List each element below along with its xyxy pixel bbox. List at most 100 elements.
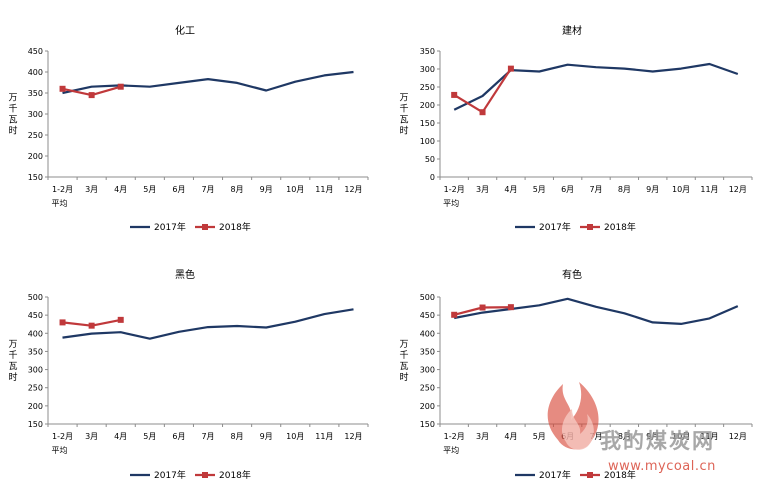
x-tick-label-sub: 平均 [52,445,68,455]
y-axis-label: 瓦 [399,361,408,372]
x-tick-label: 12月 [729,432,747,441]
x-tick-label: 1-2月 [444,432,465,441]
x-tick-label: 4月 [114,185,127,194]
x-tick-label: 7月 [201,432,214,441]
x-tick-label: 10月 [672,432,690,441]
y-tick-label: 200 [420,402,435,411]
legend-label-2017年: 2017年 [154,221,186,233]
x-tick-label: 10月 [286,185,304,194]
x-tick-label: 7月 [589,432,602,441]
x-tick-label: 11月 [700,185,718,194]
y-tick-label: 300 [28,366,43,375]
legend-label-2017年: 2017年 [539,221,571,233]
legend-label-2017年: 2017年 [539,469,571,481]
legend-label-2017年: 2017年 [154,469,186,481]
x-tick-label: 9月 [260,185,273,194]
x-tick-label: 12月 [344,432,362,441]
y-tick-label: 0 [430,173,435,182]
series-line-2017年 [453,62,739,111]
series-line-2017年 [453,297,739,325]
x-tick-label: 12月 [729,185,747,194]
x-tick-label: 5月 [143,185,156,194]
flame-logo-icon [547,382,599,450]
x-tick-label: 8月 [618,185,631,194]
y-axis-label: 千 [399,104,408,115]
legend: 2017年 2018年 [515,221,636,233]
x-tick-label: 4月 [504,432,517,441]
x-tick-label: 4月 [114,432,127,441]
chart-title: 建材 [562,24,582,37]
y-axis-label: 瓦 [399,115,408,126]
series-point-2018年 [507,65,514,72]
legend-label-2018年: 2018年 [219,221,251,233]
chart-title: 黑色 [175,268,195,281]
x-tick-label: 10月 [672,185,690,194]
x-tick-label: 8月 [618,432,631,441]
x-tick-label: 5月 [143,432,156,441]
y-tick-label: 50 [425,155,435,164]
x-tick-label: 5月 [533,185,546,194]
y-tick-label: 200 [420,101,435,110]
y-axis-label: 千 [399,350,408,361]
watermark-logo: 我的煤炭网 www.mycoal.cn [547,382,715,474]
y-tick-label: 500 [420,293,435,302]
y-tick-label: 150 [28,420,43,429]
series-point-2018年 [88,322,95,329]
x-tick-label: 3月 [476,432,489,441]
y-tick-label: 250 [28,131,43,140]
x-tick-label: 3月 [85,432,98,441]
series-line-2017年 [62,70,354,95]
legend-marker-2018年 [202,224,208,230]
y-tick-label: 300 [28,110,43,119]
legend-marker-2018年 [587,472,593,478]
y-axis-label: 时 [8,125,17,137]
series-point-2018年 [507,304,514,311]
x-tick-label: 1-2月 [444,185,465,194]
y-tick-label: 100 [420,137,435,146]
y-tick-label: 200 [28,402,43,411]
x-tick-label: 1-2月 [52,185,73,194]
y-tick-label: 350 [28,89,43,98]
x-tick-label: 5月 [533,432,546,441]
chart-title: 化工 [175,24,195,37]
x-tick-label: 7月 [201,185,214,194]
x-tick-label: 11月 [315,185,333,194]
x-tick-label-sub: 平均 [443,445,459,455]
y-tick-label: 300 [420,366,435,375]
y-tick-label: 400 [28,329,43,338]
y-tick-label: 150 [420,420,435,429]
y-tick-label: 150 [420,119,435,128]
legend-marker-2018年 [587,224,593,230]
y-axis-label: 时 [399,125,408,137]
x-tick-label: 3月 [476,185,489,194]
x-tick-label: 9月 [260,432,273,441]
y-axis-label: 瓦 [8,115,17,126]
y-tick-label: 500 [28,293,43,302]
y-axis-label: 万 [399,94,408,104]
x-tick-label: 7月 [589,185,602,194]
legend: 2017年 2018年 [130,469,251,481]
series-point-2018年 [117,83,124,90]
x-tick-label: 9月 [646,432,659,441]
series-line-2017年 [62,308,354,340]
x-tick-label: 6月 [172,432,185,441]
x-tick-label: 4月 [504,185,517,194]
series-point-2018年 [451,311,458,318]
y-tick-label: 450 [28,47,43,56]
y-tick-label: 400 [28,68,43,77]
y-tick-label: 250 [420,384,435,393]
x-tick-label: 9月 [646,185,659,194]
x-tick-label: 3月 [85,185,98,194]
series-point-2018年 [451,91,458,98]
legend: 2017年 2018年 [130,221,251,233]
y-axis-label: 瓦 [8,361,17,372]
y-tick-label: 200 [28,152,43,161]
series-point-2018年 [479,109,486,116]
series-point-2018年 [479,304,486,311]
x-tick-label: 8月 [231,185,244,194]
y-axis-label: 万 [399,340,408,350]
x-tick-label-sub: 平均 [52,198,68,208]
